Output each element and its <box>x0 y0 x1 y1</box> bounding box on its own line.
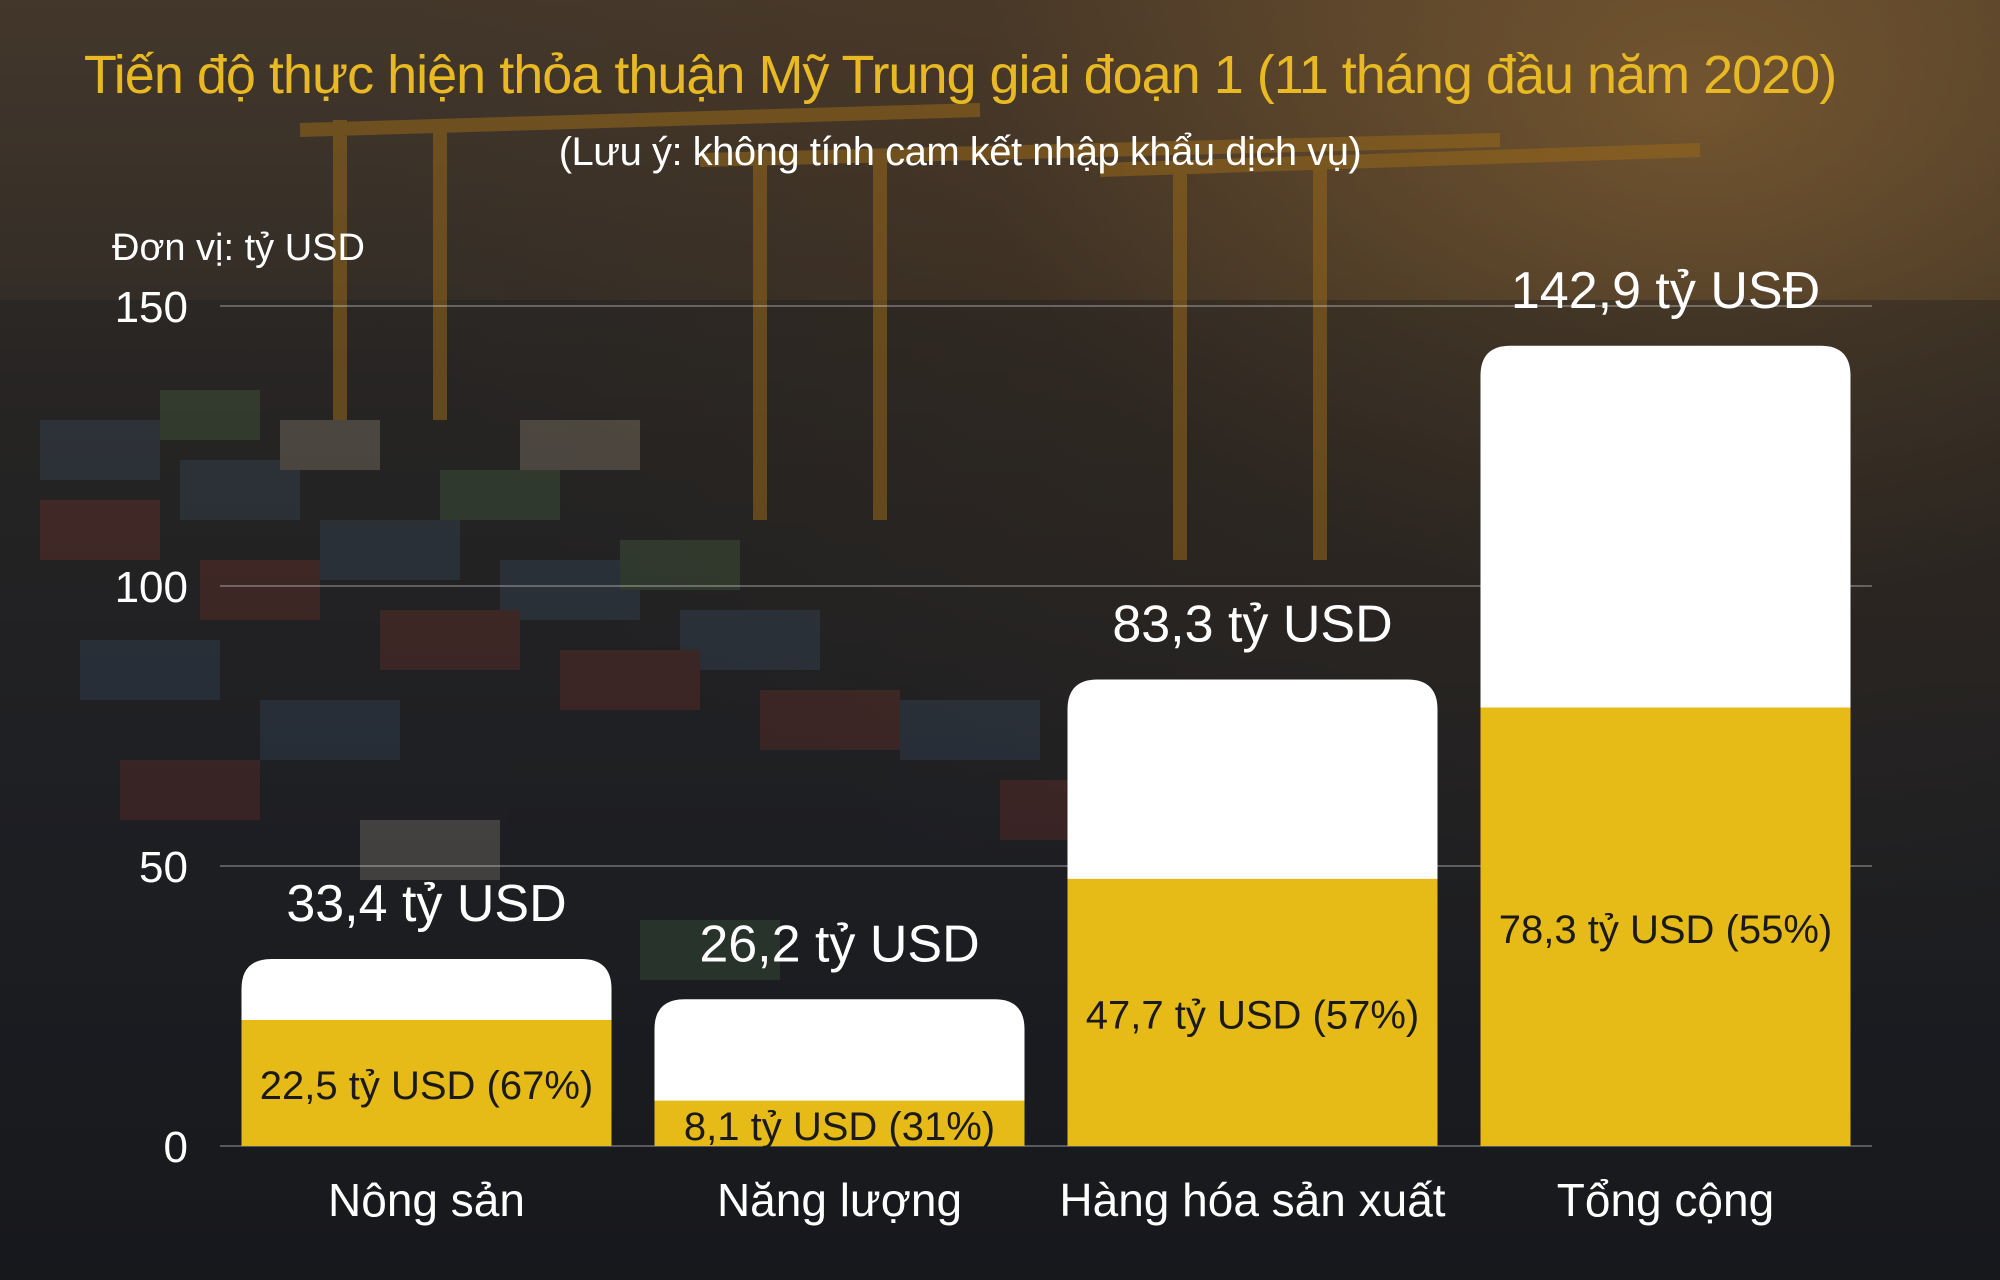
category-label: Hàng hóa sản xuất <box>1059 1174 1445 1226</box>
commitment-value-label: 26,2 tỷ USD <box>699 915 979 973</box>
achieved-bar <box>1480 707 1851 1146</box>
category-label: Năng lượng <box>717 1174 962 1226</box>
category-label: Tổng cộng <box>1557 1174 1774 1226</box>
y-tick-label: 0 <box>164 1123 188 1172</box>
chart-title: Tiến độ thực hiện thỏa thuận Mỹ Trung gi… <box>83 45 1837 105</box>
y-tick-label: 100 <box>115 563 188 612</box>
commitment-value-label: 33,4 tỷ USD <box>286 875 566 933</box>
achieved-value-label: 78,3 tỷ USD (55%) <box>1499 908 1832 952</box>
achieved-value-label: 22,5 tỷ USD (67%) <box>260 1064 593 1108</box>
unit-label: Đơn vị: tỷ USD <box>112 227 365 269</box>
y-tick-label: 150 <box>115 283 188 332</box>
achieved-value-label: 47,7 tỷ USD (57%) <box>1086 993 1419 1037</box>
achieved-bar <box>1067 878 1438 1146</box>
achieved-bar <box>654 1100 1025 1146</box>
achieved-value-label: 8,1 tỷ USD (31%) <box>684 1105 995 1149</box>
category-label: Nông sản <box>328 1174 525 1226</box>
commitment-value-label: 83,3 tỷ USD <box>1112 596 1392 654</box>
y-tick-label: 50 <box>139 843 188 892</box>
chart-subtitle: (Lưu ý: không tính cam kết nhập khẩu dịc… <box>558 130 1362 174</box>
achieved-bar <box>241 1020 612 1146</box>
commitment-value-label: 142,9 tỷ USĐ <box>1511 262 1820 320</box>
